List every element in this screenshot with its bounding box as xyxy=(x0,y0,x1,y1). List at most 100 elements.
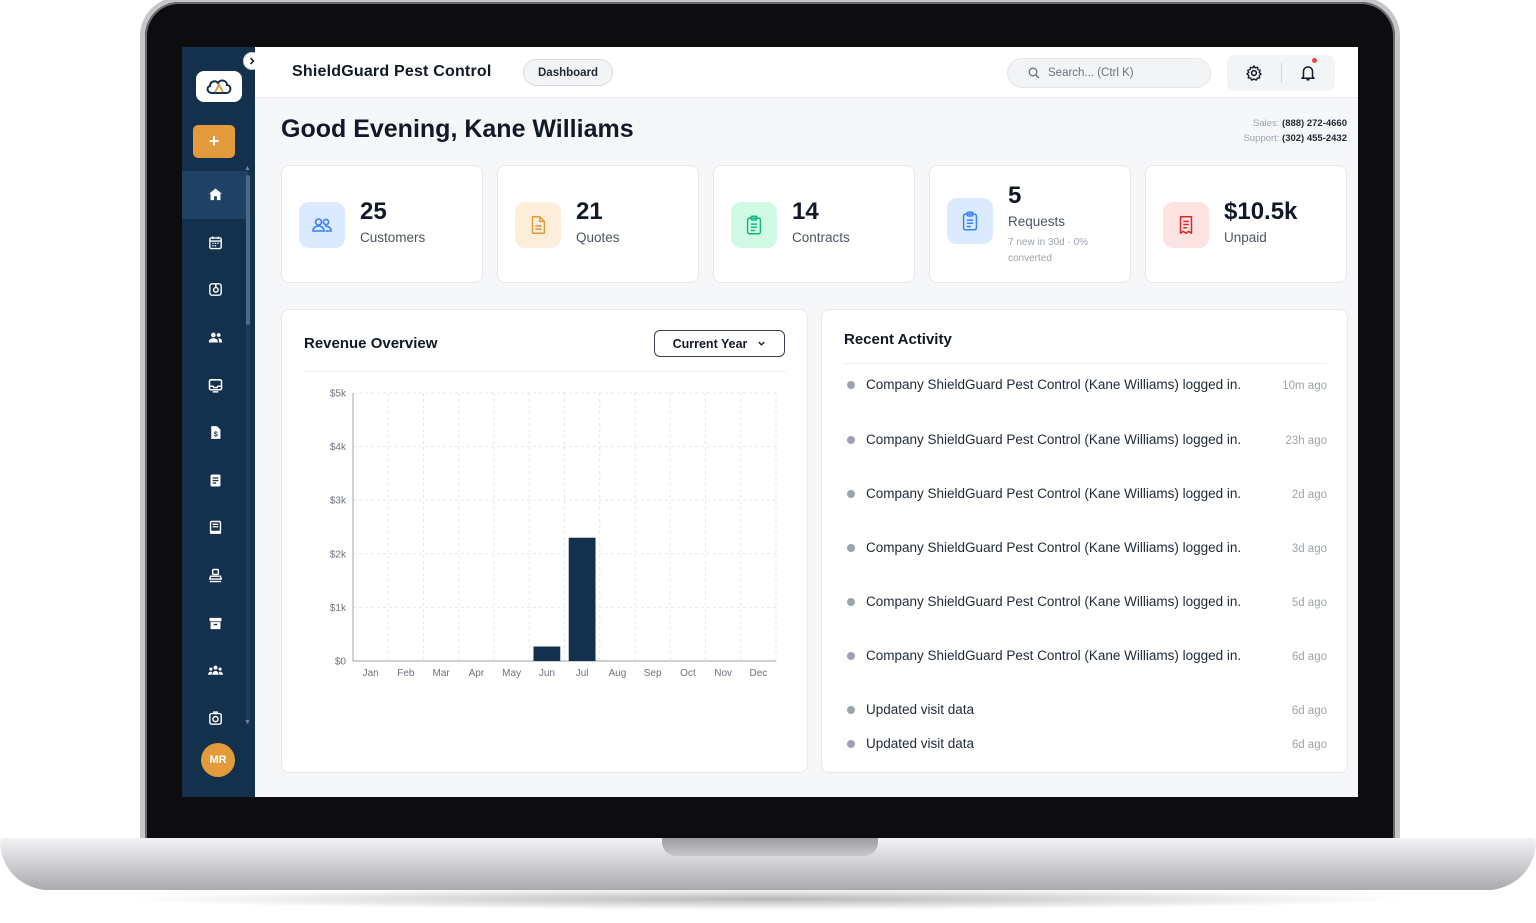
sidebar-item-stamp[interactable] xyxy=(182,552,248,600)
clipboard-icon xyxy=(746,215,762,235)
stat-value: 14 xyxy=(792,198,819,225)
stat-value: 21 xyxy=(576,198,603,225)
notification-dot xyxy=(1311,58,1317,63)
stat-card-customers[interactable]: 25 Customers xyxy=(281,165,483,283)
activity-text: Updated visit data xyxy=(866,701,975,717)
activity-text: Company ShieldGuard Pest Control (Kane W… xyxy=(866,593,1242,609)
breadcrumb-dashboard[interactable]: Dashboard xyxy=(523,59,614,86)
clipboard-list-icon xyxy=(962,211,978,231)
sidebar-scrollbar-thumb[interactable] xyxy=(246,175,250,325)
y-tick-label: $4k xyxy=(330,442,347,453)
user-avatar[interactable]: MR xyxy=(201,743,235,777)
sidebar-scrollbar-track[interactable] xyxy=(246,175,250,725)
svg-text:$: $ xyxy=(213,431,217,439)
revenue-bar-jun[interactable] xyxy=(533,646,561,661)
app-screen: + $ ▲ ▼ MR ShieldGuard Pest Control Dash… xyxy=(182,47,1358,797)
sidebar-item-inbox[interactable] xyxy=(182,361,248,409)
stat-label: Customers xyxy=(360,230,426,245)
activity-item: Updated visit data 6d ago xyxy=(844,700,1327,720)
invoice-icon: $ xyxy=(210,426,220,440)
receipt-icon xyxy=(209,521,221,535)
panel-divider xyxy=(304,371,786,372)
x-tick-label: Sep xyxy=(644,668,662,679)
search-box[interactable] xyxy=(1007,58,1211,88)
x-tick-label: May xyxy=(502,668,521,679)
users-icon xyxy=(208,332,222,343)
x-tick-label: Jul xyxy=(576,668,589,679)
stat-icon-box xyxy=(299,202,345,248)
activity-item: Company ShieldGuard Pest Control (Kane W… xyxy=(844,484,1327,504)
document-icon xyxy=(531,216,546,234)
activity-text: Company ShieldGuard Pest Control (Kane W… xyxy=(866,647,1242,663)
activity-item: Company ShieldGuard Pest Control (Kane W… xyxy=(844,646,1327,666)
bell-icon xyxy=(1301,66,1315,81)
revenue-bar-jul[interactable] xyxy=(568,537,596,661)
stat-subtext: 7 new in 30d · 0% converted xyxy=(1008,237,1089,264)
sidebar-item-users[interactable] xyxy=(182,314,248,362)
activity-panel-title: Recent Activity xyxy=(844,331,952,348)
stat-card-requests[interactable]: 5 Requests 7 new in 30d · 0% converted xyxy=(929,165,1131,283)
activity-bullet xyxy=(847,381,855,389)
revenue-panel-title: Revenue Overview xyxy=(304,335,438,352)
scroll-up-icon[interactable]: ▲ xyxy=(244,165,251,172)
activity-item: Company ShieldGuard Pest Control (Kane W… xyxy=(844,430,1327,450)
settings-button[interactable] xyxy=(1227,55,1281,91)
team-icon xyxy=(207,665,223,675)
activity-text: Company ShieldGuard Pest Control (Kane W… xyxy=(866,377,1242,392)
stat-label: Contracts xyxy=(792,230,850,245)
stat-icon-box xyxy=(731,202,777,248)
revenue-bar-chart: $0 $1k $2k $3k $4k $5k Jan Feb Mar Apr May Jun Jul Au… xyxy=(330,389,777,679)
activity-time: 6d ago xyxy=(1291,738,1327,751)
sidebar-item-archive[interactable] xyxy=(182,599,248,647)
activity-item: Company ShieldGuard Pest Control (Kane W… xyxy=(844,375,1327,395)
activity-bullet xyxy=(847,651,855,660)
y-tick-label: $5k xyxy=(330,389,347,400)
stat-card-contracts[interactable]: 14 Contracts xyxy=(713,165,915,283)
x-tick-label: Dec xyxy=(749,668,767,679)
revenue-overview-panel: Revenue Overview Current Year $0 $1k $2k $3… xyxy=(281,309,808,773)
sidebar-item-home[interactable] xyxy=(182,171,248,219)
sidebar-item-document[interactable] xyxy=(182,457,248,505)
header-actions xyxy=(1227,55,1335,91)
sidebar-item-invoice[interactable]: $ xyxy=(182,409,248,457)
support-label: Support: xyxy=(1243,133,1280,144)
stat-label: Requests xyxy=(1008,214,1066,229)
x-tick-label: Feb xyxy=(397,668,415,679)
activity-time: 23h ago xyxy=(1285,434,1327,447)
support-phone[interactable]: (302) 455-2432 xyxy=(1282,133,1347,144)
x-tick-label: Apr xyxy=(469,668,485,679)
stat-card-unpaid[interactable]: $10.5k Unpaid xyxy=(1145,165,1347,283)
contact-info: Sales: (888) 272-4660 Support: (302) 455… xyxy=(1243,116,1347,146)
notifications-button[interactable] xyxy=(1281,55,1335,91)
activity-text: Company ShieldGuard Pest Control (Kane W… xyxy=(866,539,1242,555)
activity-text: Company ShieldGuard Pest Control (Kane W… xyxy=(866,485,1242,501)
activity-time: 2d ago xyxy=(1291,488,1327,501)
sidebar-item-camera[interactable] xyxy=(182,695,248,743)
sidebar-item-receipt[interactable] xyxy=(182,504,248,552)
add-new-button[interactable]: + xyxy=(193,125,235,158)
sidebar: + $ ▲ ▼ MR xyxy=(182,47,255,797)
activity-time: 3d ago xyxy=(1291,542,1327,555)
app-logo[interactable] xyxy=(196,71,242,102)
sidebar-item-team[interactable] xyxy=(182,647,248,695)
year-range-label: Current Year xyxy=(672,336,748,351)
laptop-notch xyxy=(662,838,878,856)
activity-bullet xyxy=(847,739,855,748)
sidebar-item-route[interactable] xyxy=(182,266,248,314)
activity-text: Updated visit data xyxy=(866,735,975,751)
x-tick-label: Mar xyxy=(433,668,451,679)
x-tick-label: Jan xyxy=(363,668,379,679)
inbox-icon xyxy=(208,378,222,393)
header-divider xyxy=(1280,63,1282,83)
sales-phone[interactable]: (888) 272-4660 xyxy=(1282,118,1347,129)
year-range-select[interactable]: Current Year xyxy=(654,330,785,357)
search-input[interactable] xyxy=(1048,67,1198,79)
activity-item: Updated visit data 6d ago xyxy=(844,734,1327,754)
stat-card-quotes[interactable]: 21 Quotes xyxy=(497,165,699,283)
gear-icon xyxy=(1245,65,1262,81)
stat-label: Unpaid xyxy=(1224,230,1267,245)
sidebar-item-calendar[interactable] xyxy=(182,219,248,267)
scroll-down-icon[interactable]: ▼ xyxy=(244,719,251,726)
top-bar: ShieldGuard Pest Control Dashboard xyxy=(255,47,1358,98)
y-tick-label: $3k xyxy=(330,496,347,507)
